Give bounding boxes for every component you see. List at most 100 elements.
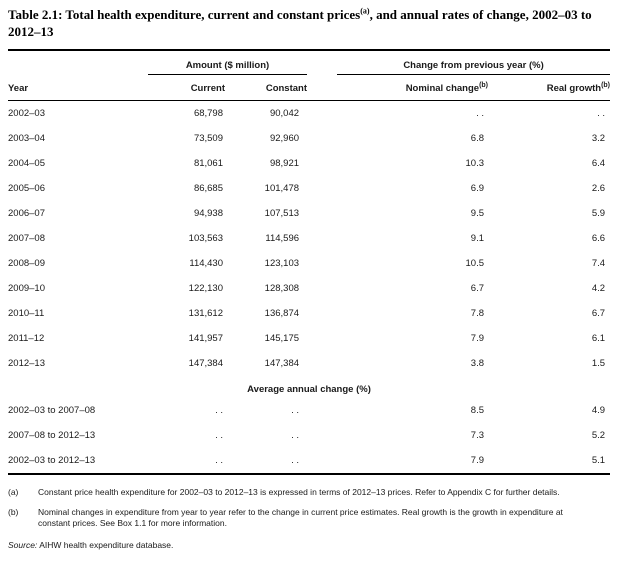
nominal-change-cell: 7.8 [470, 307, 485, 319]
constant-amount-cell: 147,384 [264, 357, 300, 369]
column-header-row: Year Current Constant Nominal change(b) … [8, 75, 611, 101]
period-cell: 2002–03 to 2012–13 [8, 454, 96, 466]
real-growth-cell: 5.2 [591, 429, 606, 441]
nominal-change-cell: 9.5 [470, 207, 485, 219]
year-cell: 2010–11 [8, 307, 45, 319]
source-text: AIHW health expenditure database. [37, 539, 174, 550]
table-row: 2011–12 141,957 145,175 7.9 6.1 [8, 326, 610, 351]
footnote: (b) Nominal changes in expenditure from … [8, 507, 592, 530]
footnotes: (a) Constant price health expenditure fo… [8, 487, 610, 530]
constant-amount-cell: 145,175 [264, 332, 300, 344]
footnote-text: Constant price health expenditure for 20… [38, 487, 560, 497]
current-amount-cell: 147,384 [188, 357, 223, 369]
table-row: 2004–05 81,061 98,921 10.3 6.4 [8, 151, 610, 176]
constant-amount-cell: 90,042 [269, 107, 300, 119]
nominal-change-cell: 9.1 [470, 232, 485, 244]
footnote: (a) Constant price health expenditure fo… [8, 487, 592, 499]
constant-amount-cell: 136,874 [264, 307, 300, 319]
current-amount-cell: 86,685 [193, 182, 223, 194]
table-row: 2009–10 122,130 128,308 6.7 4.2 [8, 276, 610, 301]
year-cell: 2007–08 [8, 232, 45, 244]
constant-amount-cell: 107,513 [264, 207, 300, 219]
source-label: Source: [8, 539, 38, 550]
constant-amount-cell: . . [291, 454, 300, 466]
real-growth-cell: 5.1 [591, 454, 606, 466]
year-cell: 2011–12 [8, 332, 45, 344]
table-body-averages: 2002–03 to 2007–08 . . . . 8.5 4.9 2007–… [8, 398, 610, 474]
nominal-change-cell: 6.7 [470, 282, 485, 294]
current-amount-cell: 131,612 [188, 307, 223, 319]
year-cell: 2005–06 [8, 182, 45, 194]
table-section-header: Average annual change (%) [8, 376, 610, 398]
nominal-change-cell: 10.5 [465, 257, 485, 269]
year-cell: 2008–09 [8, 257, 45, 269]
nominal-change-cell: 10.3 [465, 157, 485, 169]
page-title: Table 2.1: Total health expenditure, cur… [8, 6, 608, 40]
nominal-change-cell: 6.8 [470, 132, 485, 144]
real-growth-cell: 1.5 [591, 357, 606, 369]
nominal-change-cell: 8.5 [470, 404, 485, 416]
table-row: 2012–13 147,384 147,384 3.8 1.5 [8, 351, 610, 376]
nominal-footnote-marker-b: (b) [479, 81, 489, 89]
current-amount-cell: 122,130 [188, 282, 223, 294]
section-header-row: Average annual change (%) [8, 376, 610, 398]
average-row: 2007–08 to 2012–13 . . . . 7.3 5.2 [8, 423, 610, 448]
constant-amount-cell: 98,921 [269, 157, 300, 169]
column-header-year: Year [8, 75, 148, 101]
spanner-row: Amount ($ million) Change from previous … [8, 50, 611, 75]
year-cell: 2003–04 [8, 132, 45, 144]
period-cell: 2007–08 to 2012–13 [8, 429, 96, 441]
year-cell: 2002–03 [8, 107, 45, 119]
footnote-text: Nominal changes in expenditure from year… [38, 506, 563, 529]
real-growth-cell: . . [597, 107, 606, 119]
real-growth-cell: 3.2 [591, 132, 606, 144]
real-growth-cell: 7.4 [591, 257, 606, 269]
section-header-label: Average annual change (%) [247, 384, 371, 395]
table-header: Amount ($ million) Change from previous … [8, 50, 611, 101]
real-growth-cell: 6.4 [591, 157, 606, 169]
spanner-amount-label: Amount ($ million) [148, 60, 308, 75]
real-growth-cell: 4.2 [591, 282, 606, 294]
nominal-change-cell: . . [476, 107, 485, 119]
constant-amount-cell: 114,596 [265, 232, 300, 244]
column-header-current: Current [148, 75, 225, 101]
period-cell: 2002–03 to 2007–08 [8, 404, 96, 416]
table-row: 2008–09 114,430 123,103 10.5 7.4 [8, 251, 610, 276]
column-header-constant: Constant [225, 75, 308, 101]
current-amount-cell: 114,430 [189, 257, 223, 269]
table-row: 2006–07 94,938 107,513 9.5 5.9 [8, 201, 610, 226]
nominal-change-cell: 7.9 [470, 454, 485, 466]
table-row: 2010–11 131,612 136,874 7.8 6.7 [8, 301, 610, 326]
real-growth-cell: 6.7 [591, 307, 606, 319]
current-amount-cell: 141,957 [188, 332, 223, 344]
current-amount-cell: 73,509 [193, 132, 223, 144]
constant-amount-cell: 92,960 [269, 132, 300, 144]
constant-amount-cell: 128,308 [264, 282, 300, 294]
spanner-change: Change from previous year (%) [307, 50, 611, 75]
real-growth-cell: 6.6 [591, 232, 606, 244]
average-row: 2002–03 to 2012–13 . . . . 7.9 5.1 [8, 448, 610, 474]
real-growth-cell: 6.1 [591, 332, 606, 344]
current-amount-cell: 81,061 [193, 157, 223, 169]
table-row: 2007–08 103,563 114,596 9.1 6.6 [8, 226, 610, 251]
current-amount-cell: . . [215, 404, 223, 416]
real-growth-cell: 4.9 [591, 404, 606, 416]
column-header-real-growth: Real growth(b) [488, 75, 611, 101]
year-cell: 2009–10 [8, 282, 45, 294]
constant-amount-cell: 123,103 [264, 257, 300, 269]
title-text-before-sup: Table 2.1: Total health expenditure, cur… [8, 7, 361, 22]
table-row: 2002–03 68,798 90,042 . . . . [8, 101, 610, 127]
real-footnote-marker-b: (b) [601, 81, 611, 89]
current-amount-cell: 68,798 [193, 107, 223, 119]
table-body-years: 2002–03 68,798 90,042 . . . . 2003–04 73… [8, 101, 610, 377]
expenditure-table: Amount ($ million) Change from previous … [8, 49, 611, 475]
current-amount-cell: . . [215, 454, 223, 466]
current-amount-cell: . . [215, 429, 223, 441]
spanner-empty-cell [8, 50, 148, 75]
source-line: Source: AIHW health expenditure database… [8, 540, 610, 552]
nominal-change-cell: 3.8 [470, 357, 485, 369]
column-header-nominal-change: Nominal change(b) [307, 75, 489, 101]
year-cell: 2006–07 [8, 207, 45, 219]
nominal-change-cell: 6.9 [470, 182, 485, 194]
